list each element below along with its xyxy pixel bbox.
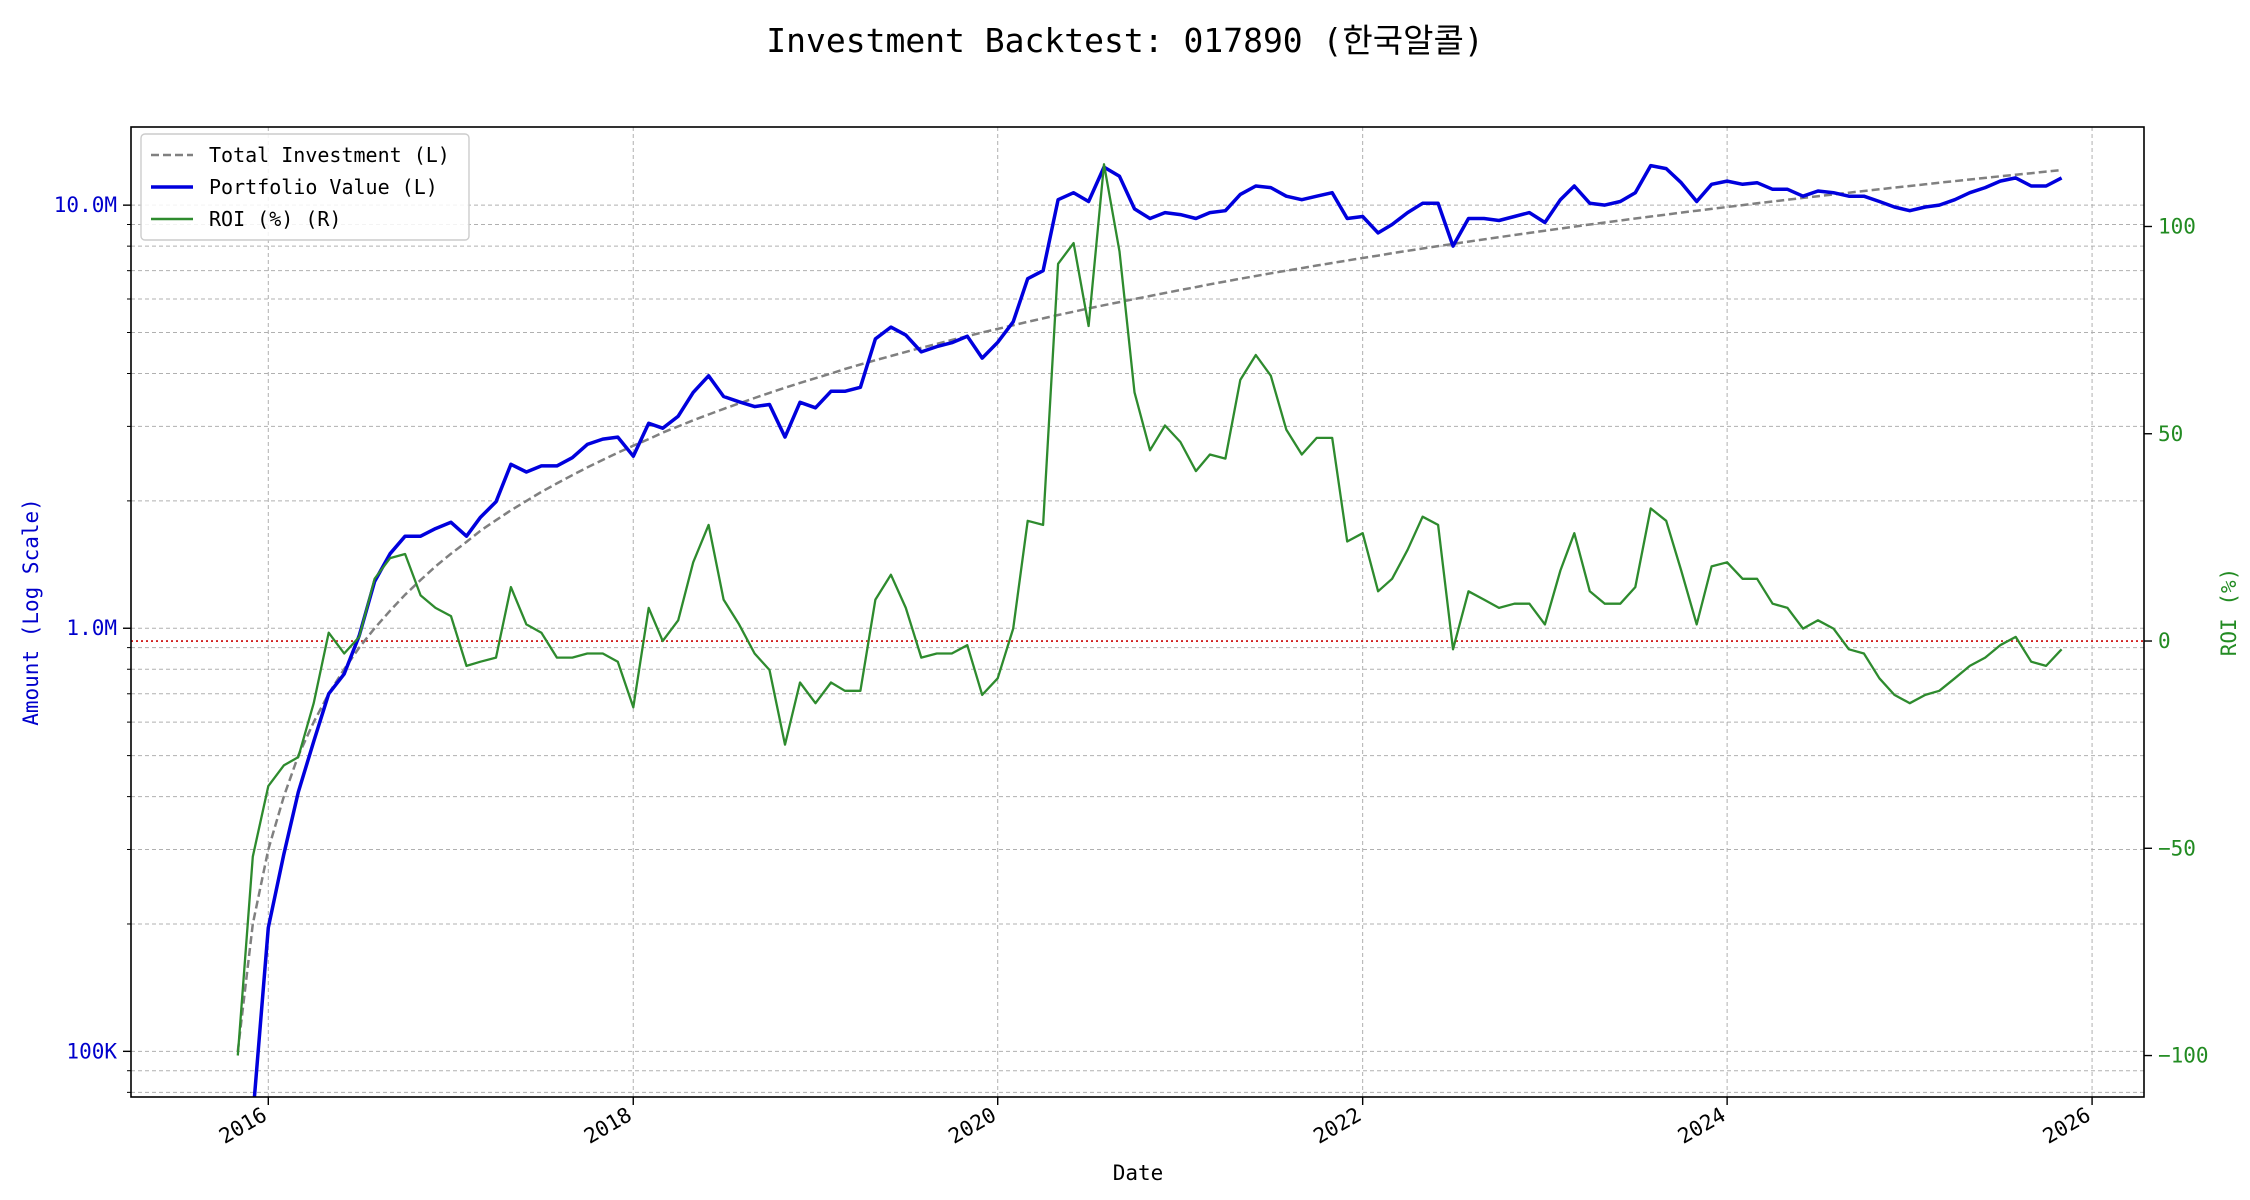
plot-frame bbox=[130, 126, 2145, 1098]
x-tick-label: 2022 bbox=[1309, 1103, 1365, 1149]
y-left-tick-label: 100K bbox=[66, 1039, 117, 1063]
legend-box bbox=[140, 133, 470, 241]
total-investment-line bbox=[236, 168, 2062, 1052]
y-left-tick-label: 1.0M bbox=[66, 616, 117, 640]
y-right-tick-label: −50 bbox=[2158, 836, 2196, 860]
axes: 2016 2018 2020 2022 2024 2026 100K 1.0M 10.0M −10… bbox=[54, 193, 2209, 1148]
y-left-axis-label: Amount (Log Scale) bbox=[19, 498, 43, 726]
x-tick-label: 2016 bbox=[215, 1103, 271, 1149]
chart-title: Investment Backtest: 017890 (한국알콜) bbox=[766, 21, 1484, 60]
roi-line bbox=[236, 163, 2063, 1056]
x-axis-label: Date bbox=[1113, 1161, 1164, 1185]
portfolio-value-line bbox=[252, 163, 2063, 1097]
y-right-tick-label: 100 bbox=[2158, 214, 2196, 238]
y-right-tick-label: −100 bbox=[2158, 1044, 2209, 1068]
legend: Total Investment (L) Portfolio Value (L)… bbox=[140, 133, 470, 241]
x-tick-label: 2026 bbox=[2039, 1103, 2095, 1149]
x-tick-label: 2024 bbox=[1674, 1103, 1730, 1149]
legend-label-portfolio: Portfolio Value (L) bbox=[209, 175, 438, 199]
x-tick-label: 2018 bbox=[580, 1103, 636, 1149]
grid bbox=[131, 127, 2144, 1097]
y-right-tick-label: 0 bbox=[2158, 629, 2171, 653]
series-layer bbox=[236, 163, 2063, 1097]
legend-label-roi: ROI (%) (R) bbox=[209, 207, 341, 231]
x-tick-label: 2020 bbox=[944, 1103, 1000, 1149]
y-left-tick-label: 10.0M bbox=[54, 193, 117, 217]
y-right-tick-label: 50 bbox=[2158, 422, 2183, 446]
legend-label-investment: Total Investment (L) bbox=[209, 143, 450, 167]
y-right-axis-label: ROI (%) bbox=[2217, 568, 2241, 657]
